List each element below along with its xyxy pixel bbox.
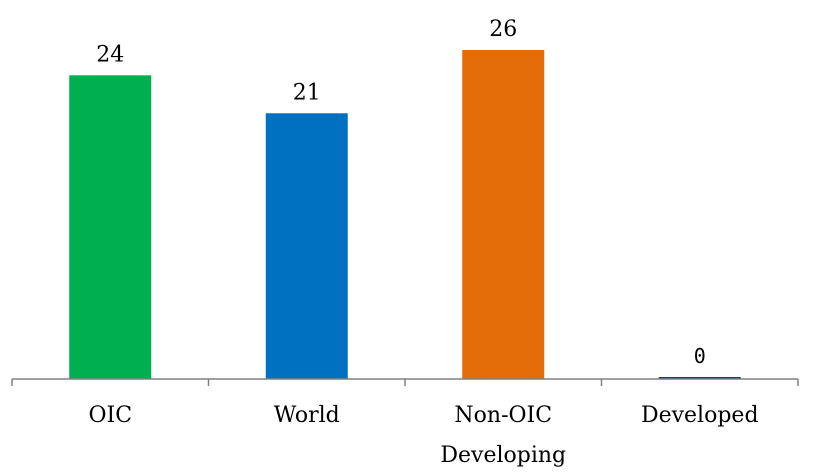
category-label: OIC — [88, 403, 132, 428]
category-label: Developing — [440, 443, 566, 468]
category-label: Non-OIC — [454, 403, 552, 428]
category-labels-group: OIC World Non-OIC Developing Developed — [88, 403, 758, 468]
value-labels-group: 24 21 26 0 — [96, 17, 706, 368]
bar-value-label: 24 — [96, 42, 124, 67]
bar — [69, 75, 152, 380]
bar — [265, 113, 348, 380]
bar-value-label: 0 — [694, 344, 706, 368]
bars-group — [69, 50, 741, 380]
x-axis-ticks-group — [11, 379, 799, 386]
category-label: World — [274, 403, 340, 428]
bar — [462, 50, 545, 379]
category-label: Developed — [641, 403, 759, 428]
bar — [658, 377, 741, 379]
bar-value-label: 21 — [293, 80, 321, 105]
bar-value-label: 26 — [489, 17, 517, 42]
